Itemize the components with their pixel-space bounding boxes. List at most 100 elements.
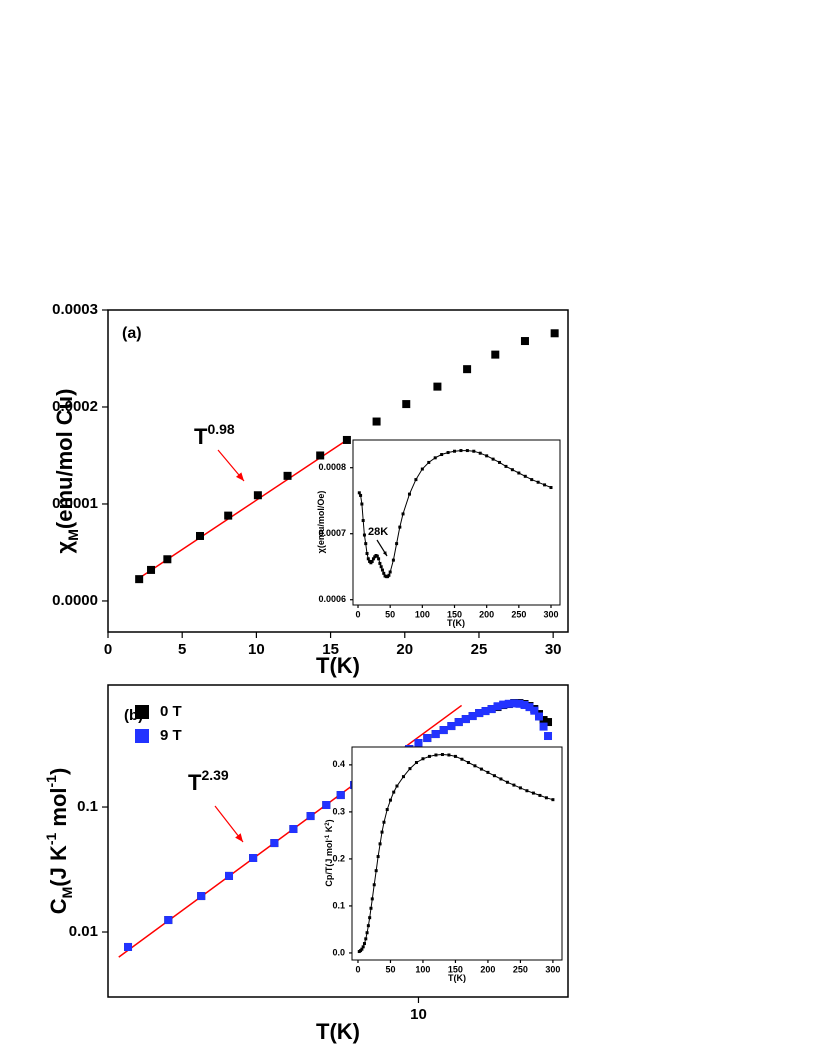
- rich-text: T0.98: [194, 421, 235, 449]
- marker: [487, 705, 496, 714]
- marker: [366, 924, 370, 928]
- marker: [525, 703, 534, 712]
- marker: [454, 718, 463, 727]
- panel: 0 50 100 150 200 250 300 0.0 0.1 0.2 0.3 0.4: [332, 746, 563, 975]
- text-part: 0.98: [207, 421, 234, 437]
- marker: [475, 709, 484, 718]
- x-tick-label: 5: [178, 641, 186, 658]
- marker: [481, 707, 490, 716]
- text-part: T(K): [316, 1019, 360, 1044]
- x-tick-label: 0: [104, 641, 112, 658]
- x-tick-label: 250: [511, 610, 526, 620]
- marker: [447, 753, 451, 757]
- y-tick-label: 0.0000: [52, 592, 98, 609]
- marker: [479, 767, 483, 771]
- marker: [402, 400, 411, 409]
- marker: [491, 457, 495, 461]
- text-part: 28K: [368, 526, 388, 538]
- marker: [361, 945, 365, 949]
- marker: [421, 757, 425, 761]
- marker: [372, 883, 376, 887]
- y-tick-label: 0.01: [69, 923, 98, 940]
- marker: [427, 754, 431, 758]
- rich-text: (a): [122, 325, 142, 342]
- marker: [466, 761, 470, 765]
- marker: [499, 777, 503, 781]
- marker: [498, 460, 502, 464]
- marker: [544, 732, 553, 741]
- marker: [378, 561, 382, 565]
- x-tick-label: 20: [396, 641, 413, 658]
- rich-text: χM(emu/mol Cu): [52, 389, 81, 554]
- text-part: -1: [43, 833, 59, 846]
- panel: 0 50 100 150 200 250 300 0.0006 0.0007 0.0008: [318, 439, 561, 620]
- marker: [539, 716, 548, 725]
- marker: [531, 791, 535, 795]
- marker: [453, 754, 457, 758]
- marker: [366, 557, 370, 561]
- marker: [551, 798, 555, 802]
- marker: [369, 906, 373, 910]
- marker: [534, 712, 543, 721]
- marker: [316, 451, 325, 460]
- y-tick-label: 0.0001: [52, 495, 98, 512]
- text-part: (emu/mol Cu): [52, 389, 77, 530]
- marker: [485, 454, 489, 458]
- text-part: T(K): [448, 973, 466, 983]
- y-tick-label: 0.1: [332, 900, 345, 910]
- marker: [378, 842, 382, 846]
- x-tick-label: 0: [355, 965, 360, 975]
- text-part: M: [59, 887, 75, 899]
- marker: [342, 435, 351, 444]
- marker: [401, 512, 405, 516]
- marker: [486, 770, 490, 774]
- marker: [504, 464, 508, 468]
- marker: [392, 790, 396, 794]
- marker: [439, 726, 448, 735]
- x-tick-label: 30: [545, 641, 562, 658]
- marker: [525, 789, 529, 793]
- marker: [463, 365, 472, 374]
- marker: [520, 701, 529, 710]
- text-part: ): [324, 819, 334, 822]
- marker: [538, 793, 542, 797]
- marker: [385, 808, 389, 812]
- rich-text: χ(emu/mol/Oe): [316, 491, 326, 554]
- rich-text: T(K): [448, 973, 466, 983]
- marker: [478, 451, 482, 455]
- x-tick-label: 100: [415, 965, 430, 975]
- y-tick-label: 0.0007: [318, 528, 346, 538]
- rich-text: CM(J K-1 mol-1): [43, 768, 75, 915]
- marker: [499, 700, 508, 709]
- text-part: 2: [325, 822, 331, 826]
- marker: [518, 786, 522, 790]
- legend-swatch: [135, 705, 149, 719]
- marker: [408, 767, 412, 771]
- text-part: mol: [46, 787, 71, 832]
- marker: [357, 491, 361, 495]
- rich-text: 28K: [368, 526, 388, 538]
- marker: [197, 892, 206, 901]
- marker: [253, 491, 262, 500]
- marker: [370, 559, 374, 563]
- y-tick-label: 0.3: [332, 806, 345, 816]
- marker: [359, 493, 363, 497]
- marker: [530, 706, 539, 715]
- x-tick-label: 100: [415, 610, 430, 620]
- marker: [453, 449, 457, 453]
- legend-swatch: [135, 729, 149, 743]
- marker: [459, 449, 463, 453]
- marker: [530, 478, 534, 482]
- marker: [398, 525, 402, 529]
- marker: [536, 480, 540, 484]
- x-tick-label: 10: [410, 1006, 427, 1023]
- x-tick-label: 25: [471, 641, 488, 658]
- legend-label: 9 T: [160, 727, 182, 744]
- marker: [473, 764, 477, 768]
- marker: [364, 937, 368, 941]
- marker: [379, 565, 383, 569]
- marker: [249, 853, 258, 862]
- rich-text: T(K): [447, 618, 465, 628]
- marker: [544, 796, 548, 800]
